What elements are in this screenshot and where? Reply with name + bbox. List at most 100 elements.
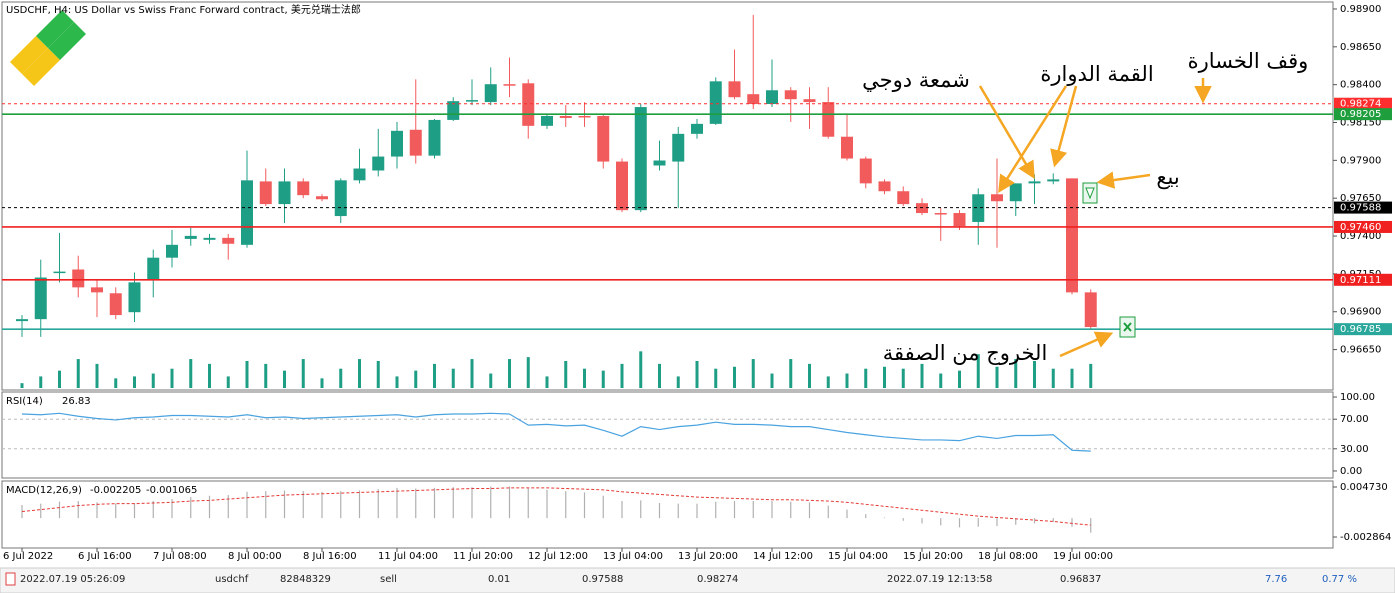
y-tick-label: 70.00 bbox=[1340, 414, 1369, 425]
volume-bar bbox=[39, 376, 43, 388]
candle-body bbox=[822, 102, 835, 137]
y-tick-label: 0.96650 bbox=[1340, 345, 1381, 356]
candle-body bbox=[859, 158, 872, 184]
y-tick-label: 0.004730 bbox=[1340, 482, 1388, 493]
volume-bar bbox=[76, 359, 80, 388]
volume-bar bbox=[358, 359, 361, 388]
volume-bar bbox=[939, 373, 943, 388]
price-level-label: 0.97588 bbox=[1340, 203, 1381, 214]
rsi-line bbox=[21, 412, 1091, 452]
candle-body bbox=[409, 129, 422, 156]
y-tick-label: 0.97400 bbox=[1340, 231, 1381, 242]
volume-bar bbox=[526, 357, 530, 388]
candle-body bbox=[1028, 181, 1041, 184]
candle-body bbox=[91, 287, 103, 293]
x-tick-label: 8 Jul 00:00 bbox=[228, 551, 282, 562]
volume-bar bbox=[264, 363, 268, 388]
volume-bar bbox=[1051, 368, 1055, 388]
volume-bar bbox=[489, 373, 493, 388]
x-tick-label: 6 Jul 16:00 bbox=[78, 551, 132, 562]
candle-body bbox=[616, 161, 628, 211]
price-level-tag bbox=[1334, 323, 1392, 336]
price-level-tag bbox=[1334, 220, 1392, 233]
volume-bar bbox=[189, 359, 193, 388]
indicator-value: -0.001065 bbox=[146, 485, 197, 496]
volume-bar bbox=[733, 366, 736, 388]
candle-body bbox=[466, 100, 478, 102]
volume-bar bbox=[920, 363, 924, 388]
volume-bar bbox=[433, 363, 436, 388]
candle-body bbox=[634, 107, 647, 211]
candle-body bbox=[72, 269, 85, 288]
indicator-value: -0.002205 bbox=[90, 485, 141, 496]
candle-body bbox=[1084, 292, 1097, 328]
candle-body bbox=[184, 235, 197, 239]
volume: 0.01 bbox=[488, 574, 510, 585]
candle-body bbox=[597, 115, 610, 162]
macd-panel bbox=[1, 480, 1334, 549]
candle-body bbox=[109, 293, 122, 316]
candle-body bbox=[447, 101, 460, 120]
price-level-label: 0.97111 bbox=[1340, 275, 1381, 286]
candle-body bbox=[166, 244, 178, 258]
volume-bar bbox=[958, 370, 961, 388]
annotation: الخروج من الصفقة bbox=[883, 341, 1048, 366]
volume-bar bbox=[208, 363, 211, 388]
candle-body bbox=[991, 194, 1003, 202]
volume-bar bbox=[601, 370, 605, 388]
ticket: 82848329 bbox=[280, 574, 331, 585]
y-tick-label: 0.00 bbox=[1340, 466, 1362, 477]
volume-bar bbox=[376, 360, 380, 388]
candle-body bbox=[278, 181, 291, 205]
x-tick-label: 11 Jul 04:00 bbox=[378, 551, 438, 562]
volume-bar bbox=[339, 368, 343, 388]
close-price: 0.96837 bbox=[1060, 574, 1101, 585]
open-time: 2022.07.19 05:26:09 bbox=[20, 574, 125, 585]
candle-body bbox=[841, 136, 853, 159]
volume-bar bbox=[1089, 363, 1093, 388]
volume-bar bbox=[658, 363, 661, 388]
candle-body bbox=[653, 160, 666, 166]
candle-body bbox=[784, 90, 797, 100]
annotation-arrows bbox=[978, 78, 1212, 358]
indicator-title: RSI(14) bbox=[6, 396, 43, 407]
candle-body bbox=[222, 237, 235, 244]
y-tick-label: 0.98400 bbox=[1340, 80, 1381, 91]
y-tick-label: 0.98900 bbox=[1340, 4, 1381, 15]
volume-bar bbox=[320, 378, 324, 388]
candle-body bbox=[747, 94, 760, 105]
volume-bar bbox=[1033, 360, 1036, 388]
candle-body bbox=[541, 115, 553, 126]
volume-bar bbox=[789, 359, 793, 388]
volume-bar bbox=[620, 363, 624, 388]
candle-body bbox=[391, 130, 403, 157]
price-level-label: 0.97460 bbox=[1340, 222, 1381, 233]
volume-bar bbox=[283, 370, 286, 388]
x-tick-label: 19 Jul 00:00 bbox=[1053, 551, 1113, 562]
stop-loss: 0.98274 bbox=[697, 574, 738, 585]
volume-bar bbox=[845, 373, 849, 388]
candle-body bbox=[972, 194, 985, 222]
indicator-value: 26.83 bbox=[62, 396, 91, 407]
price-level-label: 0.98274 bbox=[1340, 99, 1381, 110]
x-tick-label: 13 Jul 04:00 bbox=[603, 551, 663, 562]
volume-bar bbox=[114, 378, 118, 388]
indicator-title: MACD(12,26,9) bbox=[6, 485, 82, 496]
y-tick-label: 0.96900 bbox=[1340, 307, 1381, 318]
volume-bar bbox=[151, 373, 155, 388]
candle-body bbox=[916, 203, 928, 214]
volume-bar bbox=[20, 383, 24, 388]
open-price: 0.97588 bbox=[582, 574, 623, 585]
x-tick-label: 15 Jul 04:00 bbox=[828, 551, 888, 562]
candle-body bbox=[203, 237, 216, 240]
volume-bar bbox=[976, 354, 980, 388]
candle-body bbox=[53, 271, 66, 274]
price-level-tag bbox=[1334, 108, 1392, 121]
candle-body bbox=[728, 81, 741, 98]
x-tick-label: 8 Jul 16:00 bbox=[303, 551, 357, 562]
x-tick-label: 18 Jul 08:00 bbox=[978, 551, 1038, 562]
candle-body bbox=[691, 123, 703, 134]
status-icon[interactable] bbox=[5, 572, 16, 586]
